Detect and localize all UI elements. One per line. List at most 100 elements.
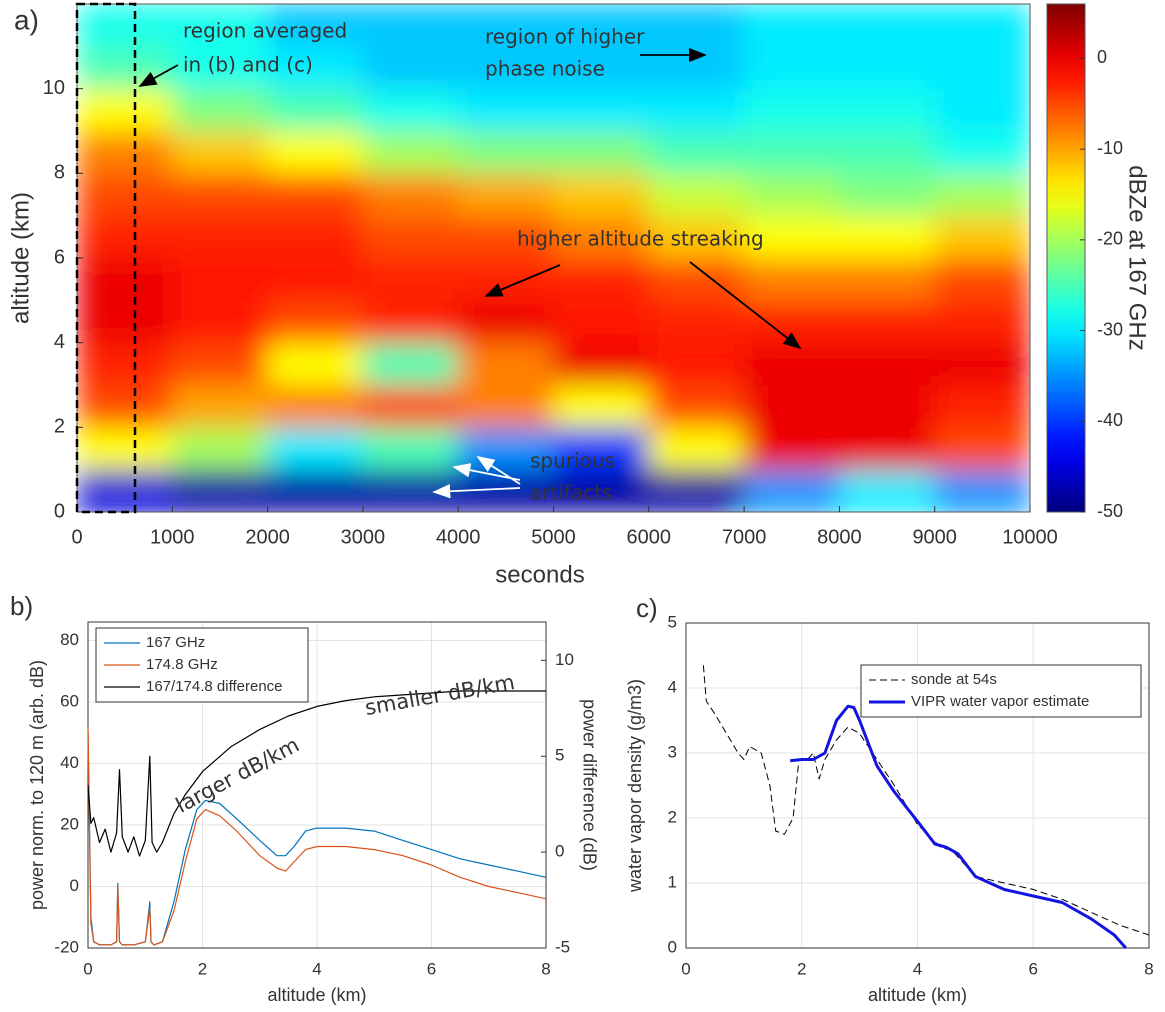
heat-cell: [171, 4, 269, 47]
annotation-arrow: [476, 456, 521, 485]
heat-cell: [267, 88, 364, 132]
x-tick-label: 8000: [817, 526, 862, 548]
heat-cell: [267, 299, 364, 344]
heat-cell: [553, 469, 650, 512]
heat-cell: [171, 384, 269, 428]
heat-cell: [362, 130, 459, 174]
heat-cell: [648, 4, 745, 47]
heat-cell: [934, 426, 1030, 471]
y2-tick-label: 5: [555, 746, 564, 765]
heat-cell: [171, 469, 269, 512]
x-tick-label: 4: [913, 959, 922, 978]
y2-tick-label: 10: [555, 650, 574, 669]
heat-cell: [362, 45, 459, 90]
heat-cell: [267, 384, 364, 428]
colorbar-tick-label: -10: [1097, 138, 1123, 158]
heat-cell: [648, 384, 745, 428]
heat-cell: [77, 257, 173, 301]
x-tick-label: 0: [71, 526, 82, 548]
heat-cell: [267, 130, 364, 174]
x-tick-label: 0: [83, 959, 92, 978]
heat-cell: [553, 172, 650, 217]
heat-cell: [77, 469, 173, 512]
x-tick-label: 7000: [722, 526, 767, 548]
y-tick-label: 0: [668, 937, 677, 956]
heat-cell: [171, 172, 269, 217]
heat-cell: [553, 88, 650, 132]
heat-cell: [648, 342, 745, 386]
y-tick-label: 40: [60, 753, 79, 772]
averaged-region: [75, 2, 137, 514]
heat-cell: [267, 257, 364, 301]
heat-cell: [362, 299, 459, 344]
y-tick-label: 0: [54, 500, 65, 522]
panel-label: b): [10, 591, 33, 621]
heat-cell: [648, 172, 745, 217]
heat-cell: [553, 342, 650, 386]
heat-cell: [457, 299, 554, 344]
heat-cell: [457, 215, 554, 259]
heat-cell: [362, 215, 459, 259]
x-tick-label: 2: [797, 959, 806, 978]
y-tick-label: 6: [54, 246, 65, 268]
heat-cell: [77, 215, 173, 259]
x-tick-label: 6000: [627, 526, 672, 548]
heat-cell: [934, 88, 1030, 132]
y-tick-label: 80: [60, 630, 79, 649]
x-tick-label: 8: [541, 959, 550, 978]
heat-cell: [838, 130, 936, 174]
heat-cell: [648, 45, 745, 90]
annotation: region averaged: [183, 19, 347, 43]
heat-cell: [362, 426, 459, 471]
x-tick-label: 3000: [341, 526, 386, 548]
x-tick-label: 6: [427, 959, 436, 978]
legend-label: VIPR water vapor estimate: [911, 693, 1089, 710]
x-axis-label: altitude (km): [267, 985, 366, 1005]
heat-cell: [457, 426, 554, 471]
colorbar-tick-label: -40: [1097, 410, 1123, 430]
heat-cell: [743, 45, 840, 90]
heat-cell: [171, 130, 269, 174]
annotation: phase noise: [485, 57, 605, 81]
heat-cell: [267, 469, 364, 512]
y-axis-label: water vapor density (g/m3): [625, 679, 645, 893]
y2-tick-label: -5: [555, 937, 570, 956]
colorbar-label: dBZe at 167 GHz: [1124, 165, 1151, 350]
heat-cell: [77, 299, 173, 344]
heat-cell: [934, 215, 1030, 259]
heat-cell: [77, 130, 173, 174]
y-axis-label: altitude (km): [7, 192, 34, 324]
x-tick-label: 0: [681, 959, 690, 978]
y-tick-label: 5: [668, 612, 677, 631]
annotation: region of higher: [485, 25, 645, 49]
heat-cell: [934, 45, 1030, 90]
heat-cell: [743, 4, 840, 47]
heat-cell: [457, 45, 554, 90]
heat-cell: [838, 299, 936, 344]
annotation: in (b) and (c): [183, 53, 313, 77]
y-tick-label: -20: [54, 937, 79, 956]
y-tick-label: 4: [54, 331, 65, 353]
heat-cell: [743, 172, 840, 217]
legend-label: 167 GHz: [146, 634, 205, 651]
heat-cell: [934, 4, 1030, 47]
legend-box: [860, 664, 1142, 718]
heat-cell: [838, 342, 936, 386]
heat-cell: [267, 45, 364, 90]
heat-cell: [457, 4, 554, 47]
heat-cell: [838, 257, 936, 301]
heat-cell: [457, 172, 554, 217]
heat-cell: [457, 384, 554, 428]
x-tick-label: 4000: [436, 526, 481, 548]
heat-cell: [553, 130, 650, 174]
colorbar-tick-label: -30: [1097, 319, 1123, 339]
colorbar: [1046, 3, 1086, 513]
heat-cell: [648, 215, 745, 259]
series-line: [87, 690, 546, 857]
annotation-arrow: [138, 64, 179, 87]
heat-cell: [934, 172, 1030, 217]
x-axis-label: seconds: [495, 561, 584, 588]
heat-cell: [743, 130, 840, 174]
heat-cell: [362, 257, 459, 301]
heat-cell: [934, 469, 1030, 512]
